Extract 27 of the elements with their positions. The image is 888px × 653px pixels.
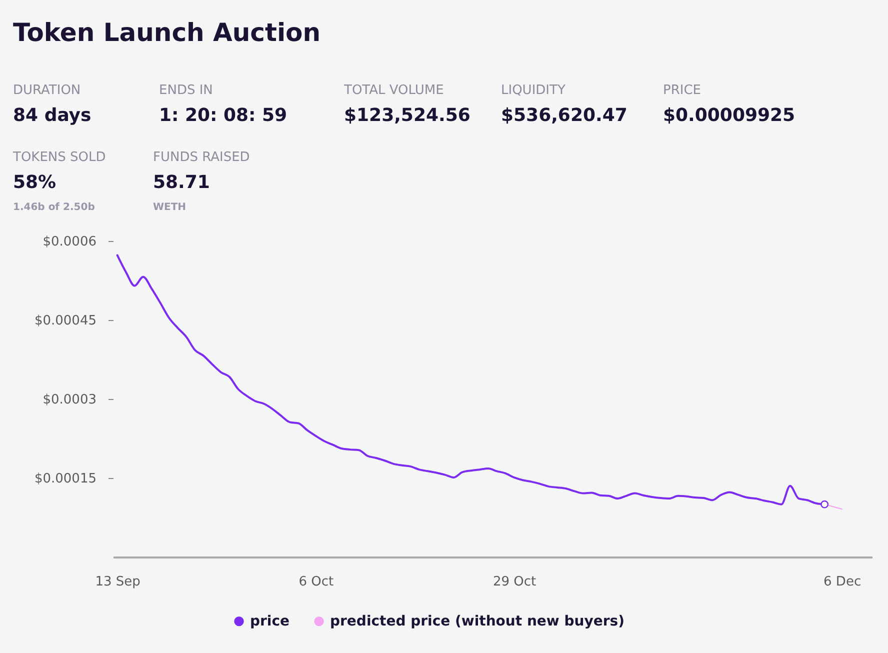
text: WETH	[153, 202, 186, 213]
text: DURATION	[13, 83, 81, 98]
legend-label: price	[250, 613, 290, 630]
x-tick-label: 13 Sep	[95, 574, 140, 590]
text: 1: 20: 08: 59	[159, 105, 288, 126]
text: PRICE	[663, 83, 701, 98]
text: Token Launch Auction	[13, 18, 320, 47]
text: 58.71	[153, 172, 210, 193]
text: $123,524.56	[344, 105, 470, 126]
text: 58%	[13, 172, 56, 193]
text: FUNDS RAISED	[153, 150, 250, 165]
x-tick-label: 6 Oct	[298, 574, 334, 590]
y-tick-label: $0.0003	[42, 392, 96, 408]
text: 1.46b of 2.50b	[13, 202, 95, 213]
x-tick-label: 6 Dec	[824, 574, 862, 590]
y-tick-label: $0.0006	[42, 234, 96, 250]
x-tick-label: 29 Oct	[492, 574, 536, 590]
text: TOTAL VOLUME	[343, 83, 444, 98]
text: $0.00009925	[663, 105, 796, 126]
y-tick-label: $0.00015	[34, 472, 96, 486]
text: 84 days	[13, 105, 92, 126]
text: LIQUIDITY	[501, 83, 566, 98]
y-tick-label: $0.00045	[34, 314, 96, 328]
text: ENDS IN	[159, 83, 213, 98]
text: $536,620.47	[501, 105, 628, 126]
legend-label: predicted price (without new buyers)	[330, 613, 624, 630]
text: TOKENS SOLD	[12, 150, 106, 165]
